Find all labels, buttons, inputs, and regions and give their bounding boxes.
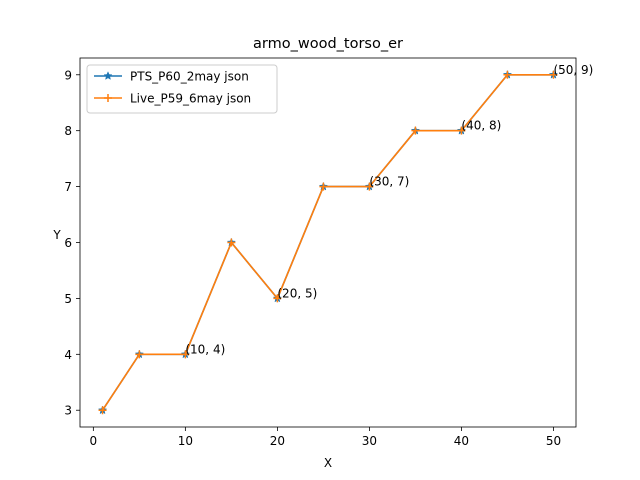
x-tick-label: 40 xyxy=(454,434,469,448)
axis-ticks: 0 10 20 30 40 50 3 4 5 6 7 8 9 xyxy=(64,68,561,448)
plus-marker xyxy=(135,350,144,359)
plus-marker xyxy=(273,294,282,303)
y-tick-label: 8 xyxy=(64,124,72,138)
point-annotation: (50, 9) xyxy=(553,63,593,77)
star-marker xyxy=(103,71,113,80)
plus-marker xyxy=(104,94,112,102)
plus-marker xyxy=(227,238,236,247)
plus-marker xyxy=(98,406,107,415)
plus-marker xyxy=(549,70,558,79)
chart-title: armo_wood_torso_er xyxy=(253,36,403,52)
series-2 xyxy=(98,70,558,415)
legend-label: Live_P59_6may json xyxy=(130,92,251,106)
plus-marker xyxy=(411,126,420,135)
plus-marker xyxy=(319,182,328,191)
y-tick-label: 4 xyxy=(64,348,72,362)
y-tick-label: 6 xyxy=(64,236,72,250)
x-tick-label: 0 xyxy=(90,434,98,448)
y-tick-label: 7 xyxy=(64,180,72,194)
x-tick-label: 30 xyxy=(362,434,377,448)
plus-marker xyxy=(365,182,374,191)
legend-box xyxy=(86,64,278,114)
y-axis-label: Y xyxy=(52,228,61,242)
plus-marker xyxy=(503,70,512,79)
point-annotation: (30, 7) xyxy=(369,175,409,189)
point-annotations: (10, 4) (20, 5) (30, 7) (40, 8) (50, 9) xyxy=(185,63,593,357)
y-tick-label: 9 xyxy=(64,68,72,82)
point-annotation: (10, 4) xyxy=(185,342,225,356)
x-tick-label: 10 xyxy=(178,434,193,448)
point-annotation: (20, 5) xyxy=(277,286,317,300)
plus-marker xyxy=(457,126,466,135)
plot-area xyxy=(97,69,559,415)
x-tick-label: 50 xyxy=(546,434,561,448)
x-tick-label: 20 xyxy=(270,434,285,448)
y-tick-label: 3 xyxy=(64,404,72,418)
legend: PTS_P60_2may json Live_P59_6may json xyxy=(86,64,278,114)
legend-label: PTS_P60_2may json xyxy=(130,70,249,84)
y-tick-label: 5 xyxy=(64,292,72,306)
plus-marker xyxy=(181,350,190,359)
point-annotation: (40, 8) xyxy=(461,119,501,133)
x-axis-label: X xyxy=(324,456,332,470)
